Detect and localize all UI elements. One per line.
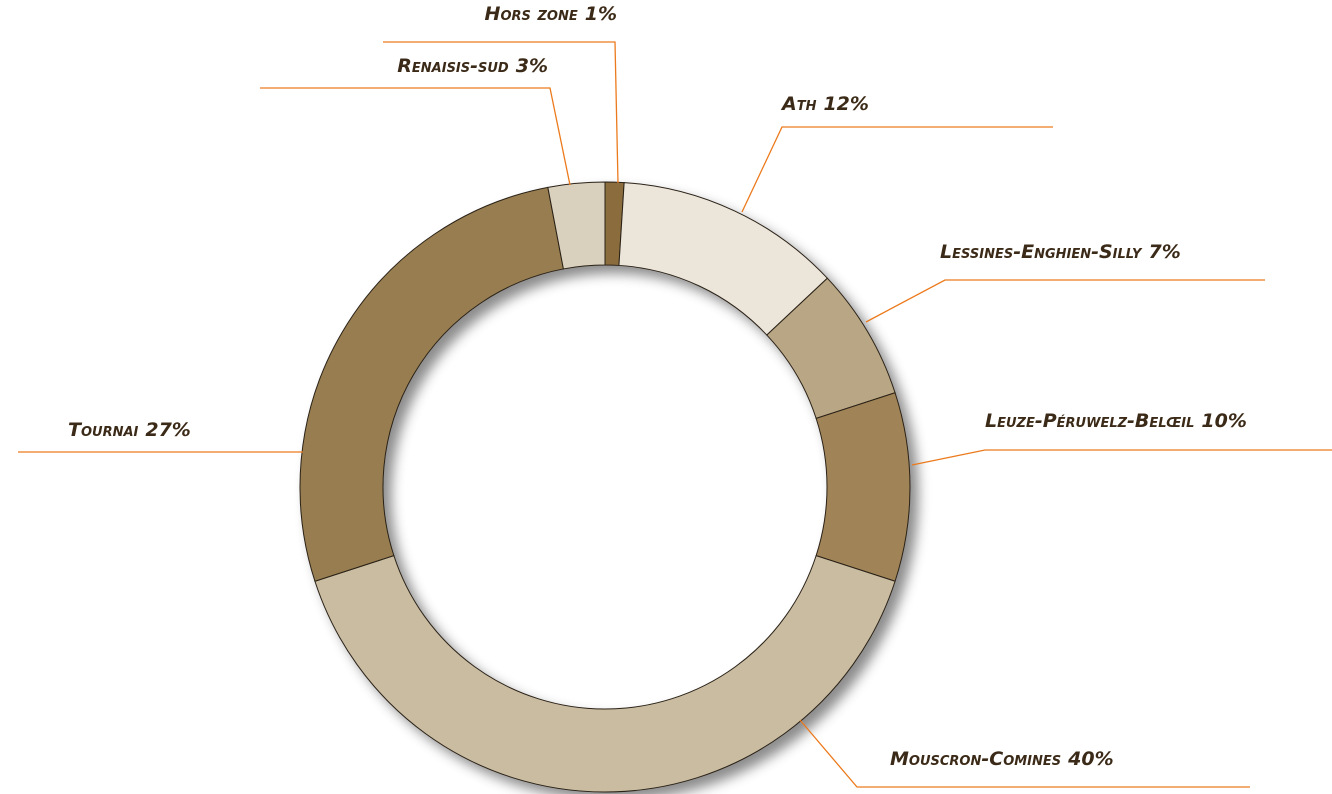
leader-line	[260, 87, 571, 186]
labels: Hors zone 1% Ath 12% Lessines-Enghien-Silly 7…	[18, 3, 1332, 788]
donut-slice	[299, 186, 564, 582]
slice-label: Renaisis-sud 3%	[397, 55, 548, 77]
category-name: Ath	[780, 93, 817, 115]
category-name: Lessines-Enghien-Silly	[940, 241, 1143, 263]
value-label: 10%	[1201, 410, 1246, 432]
slice-label: Leuze-Péruwelz-Belœil 10%	[985, 410, 1247, 432]
leader-line	[865, 279, 1265, 323]
leader-line	[741, 126, 1053, 213]
slice-label: Ath 12%	[780, 93, 869, 115]
value-label: 27%	[145, 419, 190, 441]
donut-slice	[547, 181, 606, 270]
leader-line	[911, 449, 1332, 466]
leader-line	[799, 719, 1250, 788]
leader-line	[383, 41, 619, 184]
donut	[299, 181, 911, 793]
value-label: 40%	[1067, 748, 1113, 770]
category-name: Tournai	[68, 419, 139, 441]
category-name: Hors zone	[485, 3, 578, 25]
category-name: Renaisis-sud	[397, 55, 509, 77]
slice-label: Tournai 27%	[68, 419, 191, 441]
donut-slice	[815, 392, 911, 582]
category-name: Mouscron-Comines	[890, 748, 1061, 770]
category-name: Leuze-Péruwelz-Belœil	[985, 410, 1194, 432]
slice-label: Lessines-Enghien-Silly 7%	[940, 241, 1181, 263]
value-label: 12%	[823, 93, 868, 115]
value-label: 7%	[1148, 241, 1180, 263]
donut-slice	[314, 554, 896, 793]
slice-label: Hors zone 1%	[485, 3, 617, 25]
value-label: 3%	[516, 55, 548, 77]
slice-label: Mouscron-Comines 40%	[890, 748, 1114, 770]
value-label: 1%	[585, 3, 617, 25]
